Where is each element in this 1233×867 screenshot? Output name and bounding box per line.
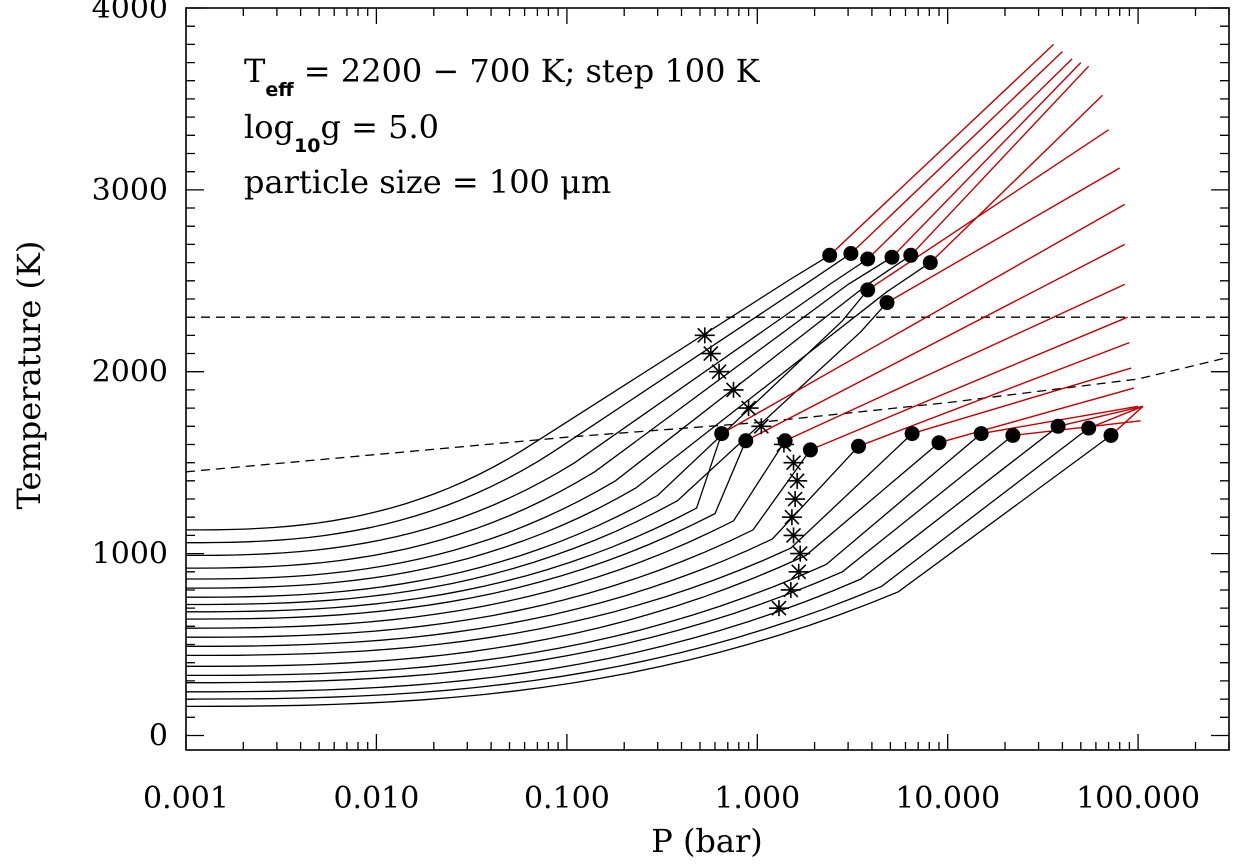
x-axis-title: P (bar) (651, 822, 763, 860)
convective-segment-teff-1000 (858, 341, 1130, 447)
temperature-profiles (185, 43, 1144, 708)
convective-onset-point-16 (973, 426, 989, 442)
convective-segment-teff-600 (1012, 420, 1141, 437)
star-point-15 (780, 581, 801, 598)
convective-segment-teff-1400 (721, 203, 1126, 435)
plot-frame (185, 7, 1230, 751)
convective-segment-teff-1100 (810, 316, 1128, 451)
star-point-13 (790, 545, 811, 562)
star-point-8 (783, 454, 804, 471)
axes: 0.001 0.010 0.100 1.000 10.000 100.000 0 1000 20… (92, 0, 1230, 816)
annotation-logg: log10g = 5.0 (244, 108, 439, 157)
star-point-11 (781, 509, 802, 526)
convective-onset-point-6 (922, 255, 938, 271)
star-point-3 (709, 363, 730, 380)
x-tick-label: 100.000 (1076, 781, 1200, 816)
x-tick-label: 0.100 (524, 781, 610, 816)
profile-teff-1400 (186, 433, 723, 613)
convective-onset-point-8 (879, 295, 895, 311)
reference-line-2 (185, 356, 1230, 473)
profile-teff-900 (186, 433, 913, 657)
convective-segment-teff-1300 (745, 243, 1126, 442)
profile-teff-1000 (186, 445, 859, 647)
x-tick-label: 1.000 (714, 781, 800, 816)
convective-segment-teff-2200 (829, 43, 1055, 256)
convective-segment-teff-2100 (850, 51, 1063, 255)
convective-onset-point-7 (860, 282, 876, 298)
convective-onset-point-15 (931, 435, 947, 451)
star-point-12 (783, 527, 804, 544)
convective-onset-point-10 (738, 433, 754, 449)
convective-onset-point-18 (1050, 418, 1066, 434)
star-point-10 (785, 491, 806, 508)
star-point-1 (694, 327, 715, 344)
profile-teff-1800 (186, 254, 912, 580)
convective-segment-teff-900 (911, 367, 1132, 435)
convective-onset-point-13 (851, 438, 866, 454)
star-point-14 (788, 563, 809, 580)
convective-segment-teff-1800 (910, 65, 1090, 256)
convective-onset-point-2 (843, 246, 859, 261)
profile-teff-2000 (186, 258, 869, 557)
convective-onset-point-5 (903, 247, 919, 263)
convective-onset-point-17 (1005, 427, 1021, 443)
y-tick-label: 4000 (92, 0, 168, 26)
convective-onset-point-3 (860, 251, 876, 267)
profile-teff-1300 (185, 440, 747, 620)
profile-teff-1700 (186, 262, 931, 589)
y-tick-label: 0 (149, 719, 168, 754)
y-tick-label: 3000 (92, 173, 168, 208)
convective-segment-teff-1500 (886, 167, 1121, 304)
profile-teff-500 (186, 425, 1059, 693)
axis-ticks (185, 7, 1230, 750)
convective-segment-teff-1600 (867, 129, 1109, 291)
convective-segment-teff-500 (1057, 405, 1144, 427)
profile-teff-700 (186, 433, 982, 677)
convective-onset-point-9 (714, 426, 730, 442)
convective-segment-teff-1900 (891, 62, 1082, 258)
x-tick-label: 0.001 (143, 781, 229, 816)
star-point-5 (738, 400, 759, 417)
reference-lines (185, 316, 1230, 473)
y-tick-label: 1000 (92, 537, 168, 572)
star-point-6 (751, 418, 772, 435)
y-axis-title: Temperature (K) (10, 241, 48, 510)
y-tick-label: 2000 (92, 355, 168, 390)
markers (694, 246, 1119, 617)
convective-segment-teff-400 (1088, 405, 1144, 429)
convective-segment-teff-1700 (929, 94, 1103, 264)
star-point-16 (768, 600, 789, 617)
profile-teff-1500 (186, 302, 888, 606)
convective-segment-teff-2000 (867, 58, 1073, 260)
annotation-particle-size: particle size = 100 μm (244, 163, 611, 201)
x-tick-label: 10.000 (895, 781, 1000, 816)
profile-teff-800 (186, 442, 940, 667)
profile-teff-1100 (186, 449, 811, 638)
profile-teff-600 (186, 434, 1014, 684)
convective-onset-point-20 (1103, 427, 1119, 443)
convective-onset-point-1 (822, 247, 838, 263)
convective-segment-teff-800 (938, 387, 1135, 444)
star-point-4 (723, 381, 744, 398)
profile-teff-300 (185, 434, 1112, 708)
profile-teff-1600 (186, 289, 869, 598)
convective-segment-teff-1200 (784, 283, 1125, 442)
profile-teff-2100 (186, 252, 852, 544)
annotation-teff: Teff = 2200 − 700 K; step 100 K (244, 52, 761, 101)
convective-onset-point-19 (1081, 420, 1097, 436)
star-point-2 (700, 345, 721, 362)
convective-onset-point-14 (904, 426, 920, 442)
profile-teff-1900 (186, 256, 893, 569)
star-point-7 (773, 436, 794, 453)
convective-onset-point-4 (884, 249, 900, 265)
profile-teff-2200 (186, 254, 831, 531)
profile-teff-1200 (185, 440, 786, 629)
x-tick-label: 0.010 (333, 781, 419, 816)
star-point-9 (787, 472, 808, 489)
convective-onset-point-12 (802, 442, 818, 458)
profile-teff-400 (185, 427, 1090, 700)
